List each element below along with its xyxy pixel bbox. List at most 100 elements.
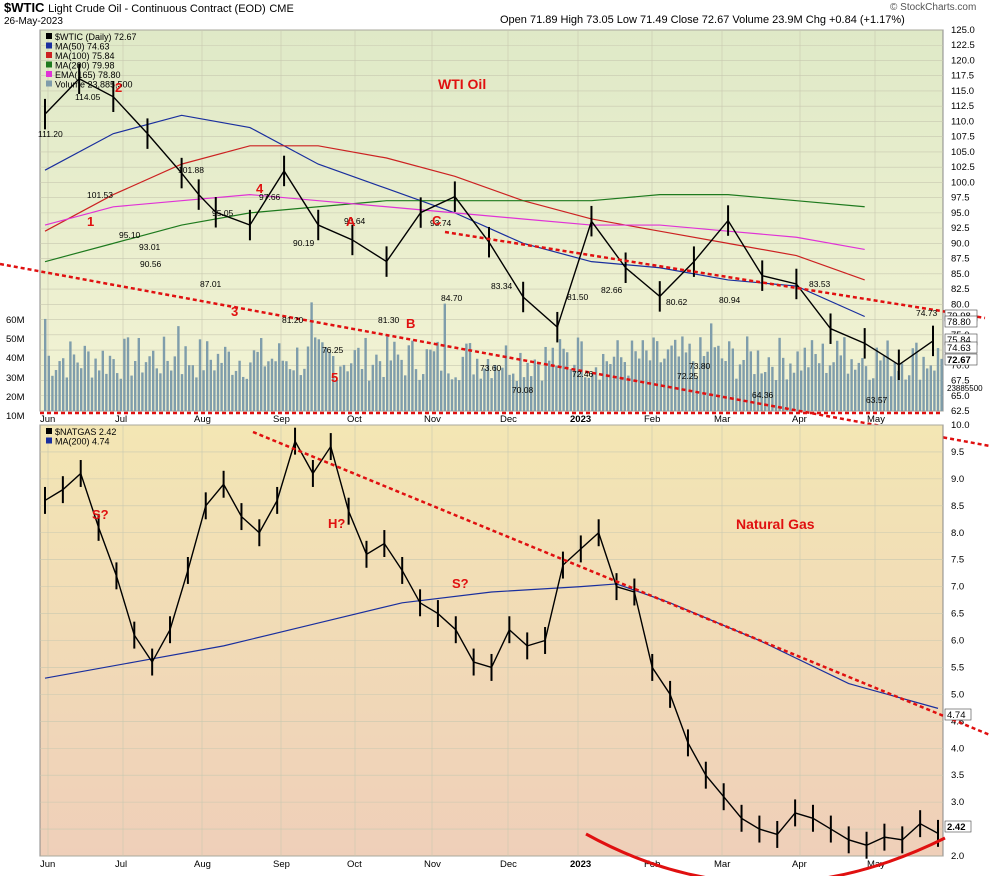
oil-xtick-label: Jun [40, 414, 55, 425]
volume-bar [357, 347, 360, 411]
volume-bar [285, 361, 288, 411]
volume-bar [339, 366, 342, 411]
volume-bar [292, 370, 295, 411]
oil-ytick-label: 100.0 [951, 177, 975, 188]
volume-bar [648, 360, 652, 411]
volume-bar [472, 374, 475, 411]
oil-wave-label: C [432, 213, 442, 228]
volume-bar [530, 376, 533, 411]
oil-wave-label: 2 [115, 80, 122, 95]
volume-bar [202, 370, 205, 411]
volume-bar [288, 369, 292, 411]
volume-bar [926, 368, 929, 411]
gas-xtick-label: 2023 [570, 859, 591, 870]
volume-bar [328, 352, 331, 411]
volume-bar [332, 356, 335, 411]
volume-bar [324, 347, 328, 411]
volume-bar [209, 359, 212, 411]
volume-bar [404, 375, 407, 411]
volume-bar [407, 345, 410, 411]
volume-bar [854, 369, 857, 411]
volume-bar [735, 378, 738, 411]
gas-ytick-label: 9.5 [951, 447, 964, 458]
volume-bar [468, 343, 472, 411]
gas-panel-title: Natural Gas [736, 516, 815, 532]
oil-xtick-label: 2023 [570, 414, 591, 425]
volume-bar [184, 346, 187, 411]
volume-bar [134, 361, 137, 411]
oil-price-label: 83.34 [491, 281, 513, 291]
volume-bar [609, 364, 612, 411]
volume-bar [346, 371, 349, 411]
volume-bar [551, 347, 554, 411]
volume-bar [663, 358, 666, 411]
volume-bar [368, 380, 371, 411]
volume-bar [555, 365, 558, 411]
oil-ytick-label: 82.5 [951, 284, 970, 295]
gas-xtick-label: Jun [40, 859, 55, 870]
volume-bar [692, 361, 695, 411]
volume-bar [706, 351, 709, 411]
gas-ma200-line [44, 583, 939, 709]
volume-bar [44, 318, 47, 411]
oil-price-line [44, 77, 934, 366]
volume-bar [922, 356, 925, 411]
volume-bar [929, 365, 932, 411]
volume-bar [612, 356, 616, 411]
volume-bar [915, 342, 918, 411]
volume-bar [904, 379, 907, 411]
volume-bar [875, 347, 878, 411]
oil-price-label: 73.60 [480, 363, 502, 373]
volume-bar [767, 357, 770, 411]
volume-bar [810, 340, 814, 411]
volume-bar [771, 366, 774, 411]
volume-bar [447, 373, 450, 411]
volume-tick-label: 60M [6, 315, 25, 326]
volume-bar [278, 343, 281, 411]
oil-price-label: 93.01 [139, 242, 161, 252]
volume-bar [821, 343, 824, 411]
volume-bar [123, 338, 126, 411]
gas-pattern-label: S? [92, 507, 109, 522]
oil-xtick-label: Sep [273, 414, 290, 425]
watermark: © StockCharts.com [890, 2, 977, 13]
gas-ytick-label: 8.5 [951, 501, 964, 512]
volume-bar [724, 361, 727, 411]
volume-bar [681, 336, 684, 411]
oil-price-label: 111.20 [38, 129, 63, 139]
oil-xtick-label: Oct [347, 414, 362, 425]
oil-legend-label: EMA(165) 78.80 [55, 70, 121, 80]
oil-wave-label: 4 [256, 181, 264, 196]
gas-right-label: 2.42 [947, 822, 966, 833]
gas-right-label-box [944, 708, 972, 721]
volume-bar [87, 351, 90, 411]
oil-price-label: 97.66 [259, 192, 281, 202]
gas-xtick-label: Oct [347, 859, 362, 870]
volume-bar [321, 342, 324, 411]
oil-xtick-label: Apr [792, 414, 807, 425]
volume-bar [393, 341, 396, 411]
oil-ytick-label: 95.0 [951, 208, 970, 219]
volume-bar [900, 363, 904, 411]
volume-bar [461, 356, 464, 411]
volume-bar [699, 337, 702, 411]
volume-bar [857, 362, 860, 411]
volume-bar [418, 379, 421, 411]
volume-bar [756, 350, 760, 411]
volume-bar [450, 379, 454, 411]
volume-bar [598, 379, 601, 411]
volume-bar [252, 350, 256, 411]
oil-legend-swatch [46, 42, 52, 49]
oil-ytick-label: 105.0 [951, 147, 975, 158]
volume-bar [213, 370, 216, 411]
volume-bar [638, 358, 641, 411]
gas-ytick-label: 3.0 [951, 797, 964, 808]
volume-bar [569, 368, 572, 411]
gas-right-label: 4.74 [947, 710, 966, 721]
volume-bar [137, 337, 140, 411]
volume-bar [861, 358, 864, 411]
volume-bar [746, 336, 749, 411]
volume-bar [378, 361, 382, 411]
volume-bar [206, 341, 209, 411]
